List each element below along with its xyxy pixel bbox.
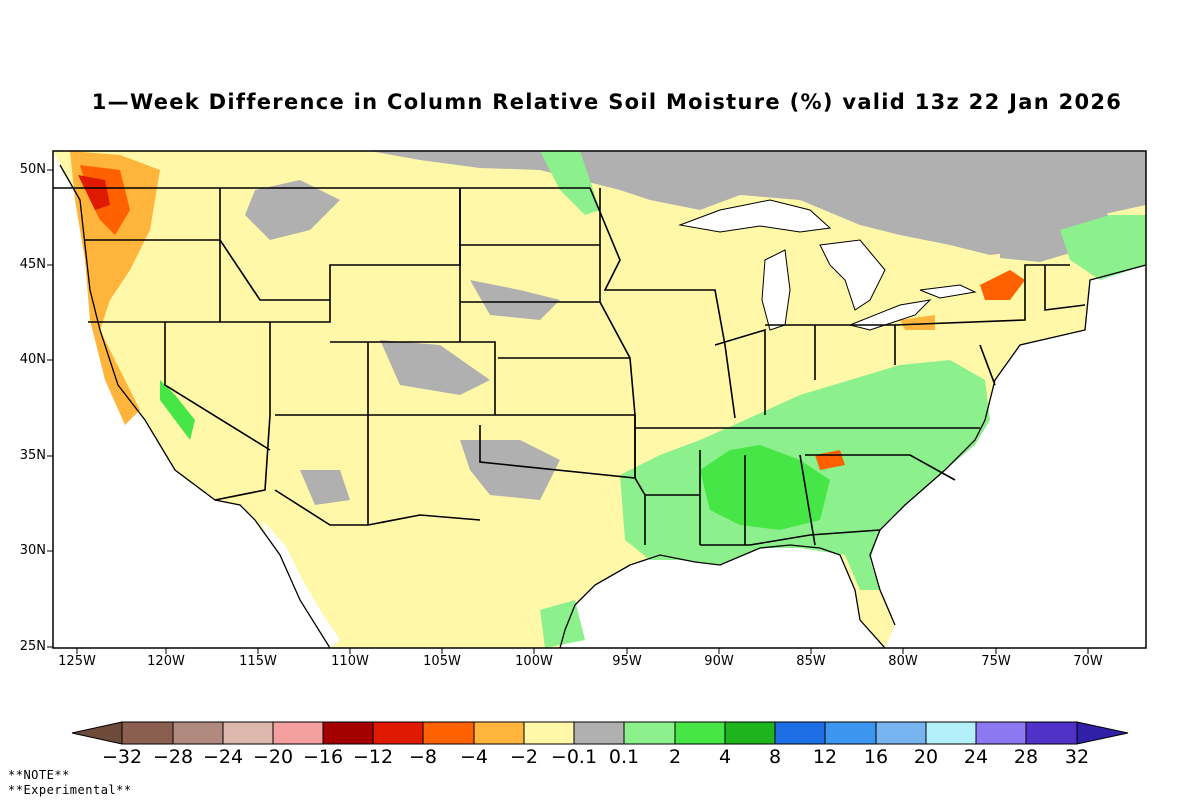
colorbar-label: −8: [408, 746, 437, 768]
gray-region-nne: [1000, 205, 1120, 262]
colorbar: [71, 721, 1129, 745]
lake-huron: [819, 239, 886, 311]
note-line: **NOTE**: [8, 768, 70, 782]
dry-region-pacific-northwest: [70, 151, 160, 425]
colorbar-cell: [975, 721, 1027, 745]
lon-label: 90W: [704, 654, 734, 669]
green-region-texas-coast: [540, 600, 585, 648]
colorbar-label: −2: [509, 746, 538, 768]
coastline: [59, 164, 1146, 648]
axis-ticks: [47, 169, 1089, 654]
gray-region-plains: [460, 440, 560, 500]
colorbar-label: −24: [202, 746, 244, 768]
map-title: 1—Week Difference in Column Relative Soi…: [91, 90, 1123, 114]
colorbar-label: 20: [913, 746, 939, 768]
lon-label: 115W: [239, 654, 277, 669]
lon-label: 125W: [58, 654, 96, 669]
lat-label: 50N: [19, 162, 46, 177]
colorbar-low-arrow: [71, 721, 123, 745]
colorbar-label: 12: [812, 746, 838, 768]
colorbar-cell: [573, 721, 625, 745]
colorbar-label: 8: [768, 746, 782, 768]
colorbar-label: −16: [302, 746, 344, 768]
colorbar-label: 28: [1013, 746, 1039, 768]
colorbar-label: −0.1: [550, 746, 598, 768]
colorbar-cell: [121, 721, 174, 745]
green-region-california: [160, 380, 195, 440]
lon-label: 100W: [515, 654, 553, 669]
colorbar-cell: [925, 721, 977, 745]
lon-label: 120W: [147, 654, 185, 669]
colorbar-label: 2: [668, 746, 682, 768]
lake-erie: [848, 299, 932, 331]
lat-label: 25N: [19, 639, 46, 654]
dry-region-new-york: [980, 270, 1025, 300]
colorbar-cell: [272, 721, 324, 745]
colorbar-cell: [824, 721, 877, 745]
lat-label: 35N: [19, 448, 46, 463]
colorbar-label: 24: [963, 746, 989, 768]
gray-region-sw: [300, 470, 350, 505]
gulf-of-california: [262, 520, 340, 648]
colorbar-label: 32: [1064, 746, 1090, 768]
colorbar-cell: [322, 721, 374, 745]
state-borders: [53, 187, 1086, 546]
colorbar-label: 4: [718, 746, 732, 768]
gray-region-dakotas: [470, 280, 560, 320]
lon-label: 105W: [423, 654, 461, 669]
colorbar-cell: [172, 721, 224, 745]
colorbar-cell: [222, 721, 274, 745]
lat-label: 45N: [19, 257, 46, 272]
gray-region-colorado: [380, 340, 490, 395]
colorbar-cell: [473, 721, 525, 745]
green-region-northeast: [1060, 215, 1146, 280]
colorbar-cell: [774, 721, 826, 745]
colorbar-cell: [422, 721, 475, 745]
lake-ontario: [919, 284, 977, 299]
soil-moisture-field: [53, 151, 1146, 648]
colorbar-label: −12: [352, 746, 394, 768]
lat-label: 40N: [19, 352, 46, 367]
lon-label: 110W: [331, 654, 369, 669]
experimental-note: **Experimental**: [8, 783, 132, 797]
colorbar-cell: [674, 721, 726, 745]
lon-label: 80W: [888, 654, 918, 669]
colorbar-label: −20: [252, 746, 294, 768]
lon-label: 75W: [981, 654, 1011, 669]
colorbar-label: −4: [459, 746, 488, 768]
lon-label: 95W: [612, 654, 642, 669]
lon-label: 70W: [1073, 654, 1103, 669]
gray-region-north: [370, 151, 1146, 255]
colorbar-label: 16: [863, 746, 889, 768]
dry-region-washington-deep: [78, 175, 110, 210]
colorbar-cell: [724, 721, 776, 745]
colorbar-label: −28: [152, 746, 194, 768]
lake-superior: [678, 199, 832, 233]
gray-region-rockies: [245, 180, 340, 240]
green-region-great-lakes: [540, 151, 600, 215]
colorbar-high-arrow: [1076, 721, 1129, 745]
colorbar-cell: [623, 721, 676, 745]
lat-label: 30N: [19, 543, 46, 558]
dry-region-pennsylvania: [900, 315, 935, 330]
colorbar-cell: [1025, 721, 1078, 745]
colorbar-label: 0.1: [608, 746, 640, 768]
colorbar-cell: [372, 721, 424, 745]
plot-frame: [52, 150, 1147, 649]
colorbar-cell: [875, 721, 927, 745]
colorbar-cell: [523, 721, 575, 745]
colorbar-label: −32: [101, 746, 143, 768]
green-region-gulf-core: [700, 445, 830, 530]
lon-label: 85W: [796, 654, 826, 669]
